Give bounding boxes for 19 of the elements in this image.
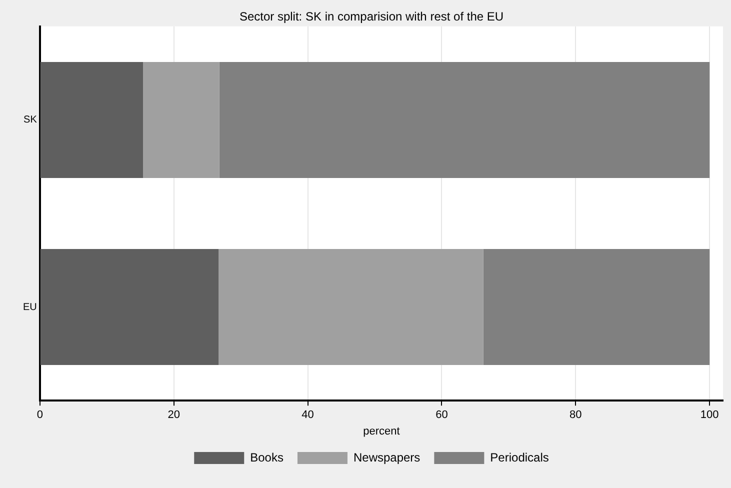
x-tick-label: 20 [168,409,180,422]
legend-label: Books [250,450,284,464]
x-tick-label: 0 [36,409,43,422]
bar [40,249,219,366]
x-axis-title: percent [363,425,400,438]
bar [40,62,144,178]
x-tick-label: 80 [570,409,582,422]
y-tick-label: SK [24,114,38,126]
y-tick-label: EU [22,302,37,313]
bar [219,62,710,178]
legend-label: Newspapers [353,450,420,464]
bar [218,249,484,366]
bar [143,62,220,178]
bar [483,249,710,366]
x-tick-label: 100 [700,409,719,422]
chart-title: Sector split: SK in comparision with rest of the EU [239,10,504,24]
x-tick-label: 40 [302,409,314,422]
x-tick-label: 60 [436,409,448,422]
legend-label: Periodicals [490,450,549,464]
